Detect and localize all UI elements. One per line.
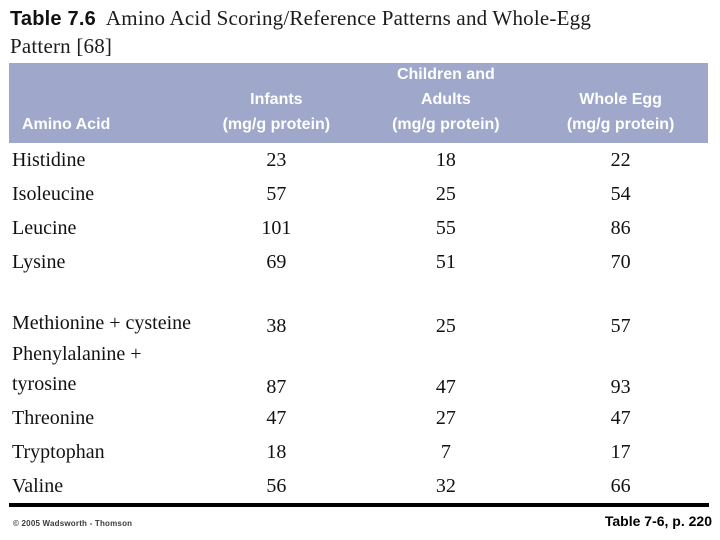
table-row: Phenylalanine + tyrosine 87 47 93 <box>9 340 708 401</box>
column-unit: (mg/g protein) <box>566 116 675 133</box>
copyright-text: © 2005 Wadsworth - Thomson <box>13 519 133 528</box>
children-adults-value: 27 <box>435 406 456 429</box>
infants-value: 101 <box>261 216 292 239</box>
amino-acid-name: Isoleucine <box>12 182 95 205</box>
whole-egg-value: 17 <box>610 440 631 463</box>
column-label: Infants <box>250 91 303 108</box>
amino-acid-name: Tryptophan <box>12 440 105 463</box>
table-row: Leucine 101 55 86 <box>9 211 708 245</box>
children-adults-value: 55 <box>435 216 456 239</box>
column-header-amino-acid: Amino Acid <box>9 63 194 143</box>
column-header-children-adults: Children and Adults (mg/g protein) <box>358 63 533 143</box>
amino-acid-cell: Isoleucine <box>9 183 194 206</box>
amino-acid-name: Leucine <box>12 216 77 239</box>
children-adults-value: 47 <box>435 376 456 398</box>
amino-acid-name: Valine <box>12 474 64 497</box>
amino-acid-name: Methionine + cysteine <box>12 312 192 334</box>
table-row: Histidine 23 18 22 <box>9 143 708 177</box>
column-header-whole-egg: Whole Egg (mg/g protein) <box>533 63 708 143</box>
infants-value: 57 <box>266 182 287 205</box>
children-adults-value: 18 <box>435 148 456 171</box>
table-row: Tryptophan 18 7 17 <box>9 435 708 469</box>
infants-value: 18 <box>266 440 287 463</box>
table-number-label: Table 7.6 <box>10 8 96 30</box>
table-row: Isoleucine 57 25 54 <box>9 177 708 211</box>
whole-egg-value: 22 <box>610 148 631 171</box>
children-adults-value: 51 <box>435 250 456 273</box>
amino-acid-name: Threonine <box>12 406 95 429</box>
amino-acid-cell: Lysine <box>9 251 194 274</box>
children-adults-value: 25 <box>435 182 456 205</box>
whole-egg-value: 47 <box>610 406 631 429</box>
amino-acid-cell: Histidine <box>9 149 194 172</box>
column-unit: (mg/g protein) <box>392 116 500 133</box>
children-adults-value: 7 <box>440 440 451 463</box>
infants-value: 47 <box>266 406 287 429</box>
table-header-row: Amino Acid Infants (mg/g protein) Childr… <box>9 63 708 143</box>
table-title: Table 7.6 Amino Acid Scoring/Reference Pa… <box>10 5 602 60</box>
children-adults-value: 32 <box>435 474 456 497</box>
amino-acid-name: Phenylalanine + tyrosine <box>12 343 142 395</box>
table-row: Lysine 69 51 70 <box>9 245 708 279</box>
whole-egg-value: 93 <box>610 376 631 398</box>
whole-egg-value: 70 <box>610 250 631 273</box>
column-label: Amino Acid <box>22 116 111 133</box>
amino-acid-cell: Tryptophan <box>9 441 194 464</box>
whole-egg-value: 66 <box>610 474 631 497</box>
table-title-text: Amino Acid Scoring/Reference Patterns an… <box>10 6 592 58</box>
children-adults-value: 25 <box>435 315 456 337</box>
infants-value: 69 <box>266 250 287 273</box>
bottom-rule <box>9 503 709 507</box>
column-label: Children and Adults <box>396 66 495 108</box>
amino-acid-cell: Phenylalanine + tyrosine <box>9 339 194 401</box>
infants-value: 56 <box>266 474 287 497</box>
amino-acid-name: Lysine <box>12 250 66 273</box>
whole-egg-value: 54 <box>610 182 631 205</box>
infants-value: 23 <box>266 148 287 171</box>
amino-acid-cell: Threonine <box>9 407 194 430</box>
amino-acid-cell: Methionine + cysteine <box>9 308 194 340</box>
column-unit: (mg/g protein) <box>222 116 331 133</box>
whole-egg-value: 57 <box>610 315 631 337</box>
table-body: Histidine 23 18 22 Isoleucine 57 25 54 L… <box>9 143 708 503</box>
infants-value: 38 <box>266 315 287 337</box>
column-label: Whole Egg <box>579 91 662 108</box>
page-reference-caption: Table 7-6, p. 220 <box>604 513 712 529</box>
infants-value: 87 <box>266 376 287 398</box>
table-row: Valine 56 32 66 <box>9 469 708 503</box>
amino-acid-cell: Leucine <box>9 217 194 240</box>
table-row: Methionine + cysteine 38 25 57 <box>9 279 708 340</box>
whole-egg-value: 86 <box>610 216 631 239</box>
amino-acid-cell: Valine <box>9 475 194 498</box>
column-header-infants: Infants (mg/g protein) <box>194 63 358 143</box>
table-row: Threonine 47 27 47 <box>9 401 708 435</box>
amino-acid-name: Histidine <box>12 148 86 171</box>
